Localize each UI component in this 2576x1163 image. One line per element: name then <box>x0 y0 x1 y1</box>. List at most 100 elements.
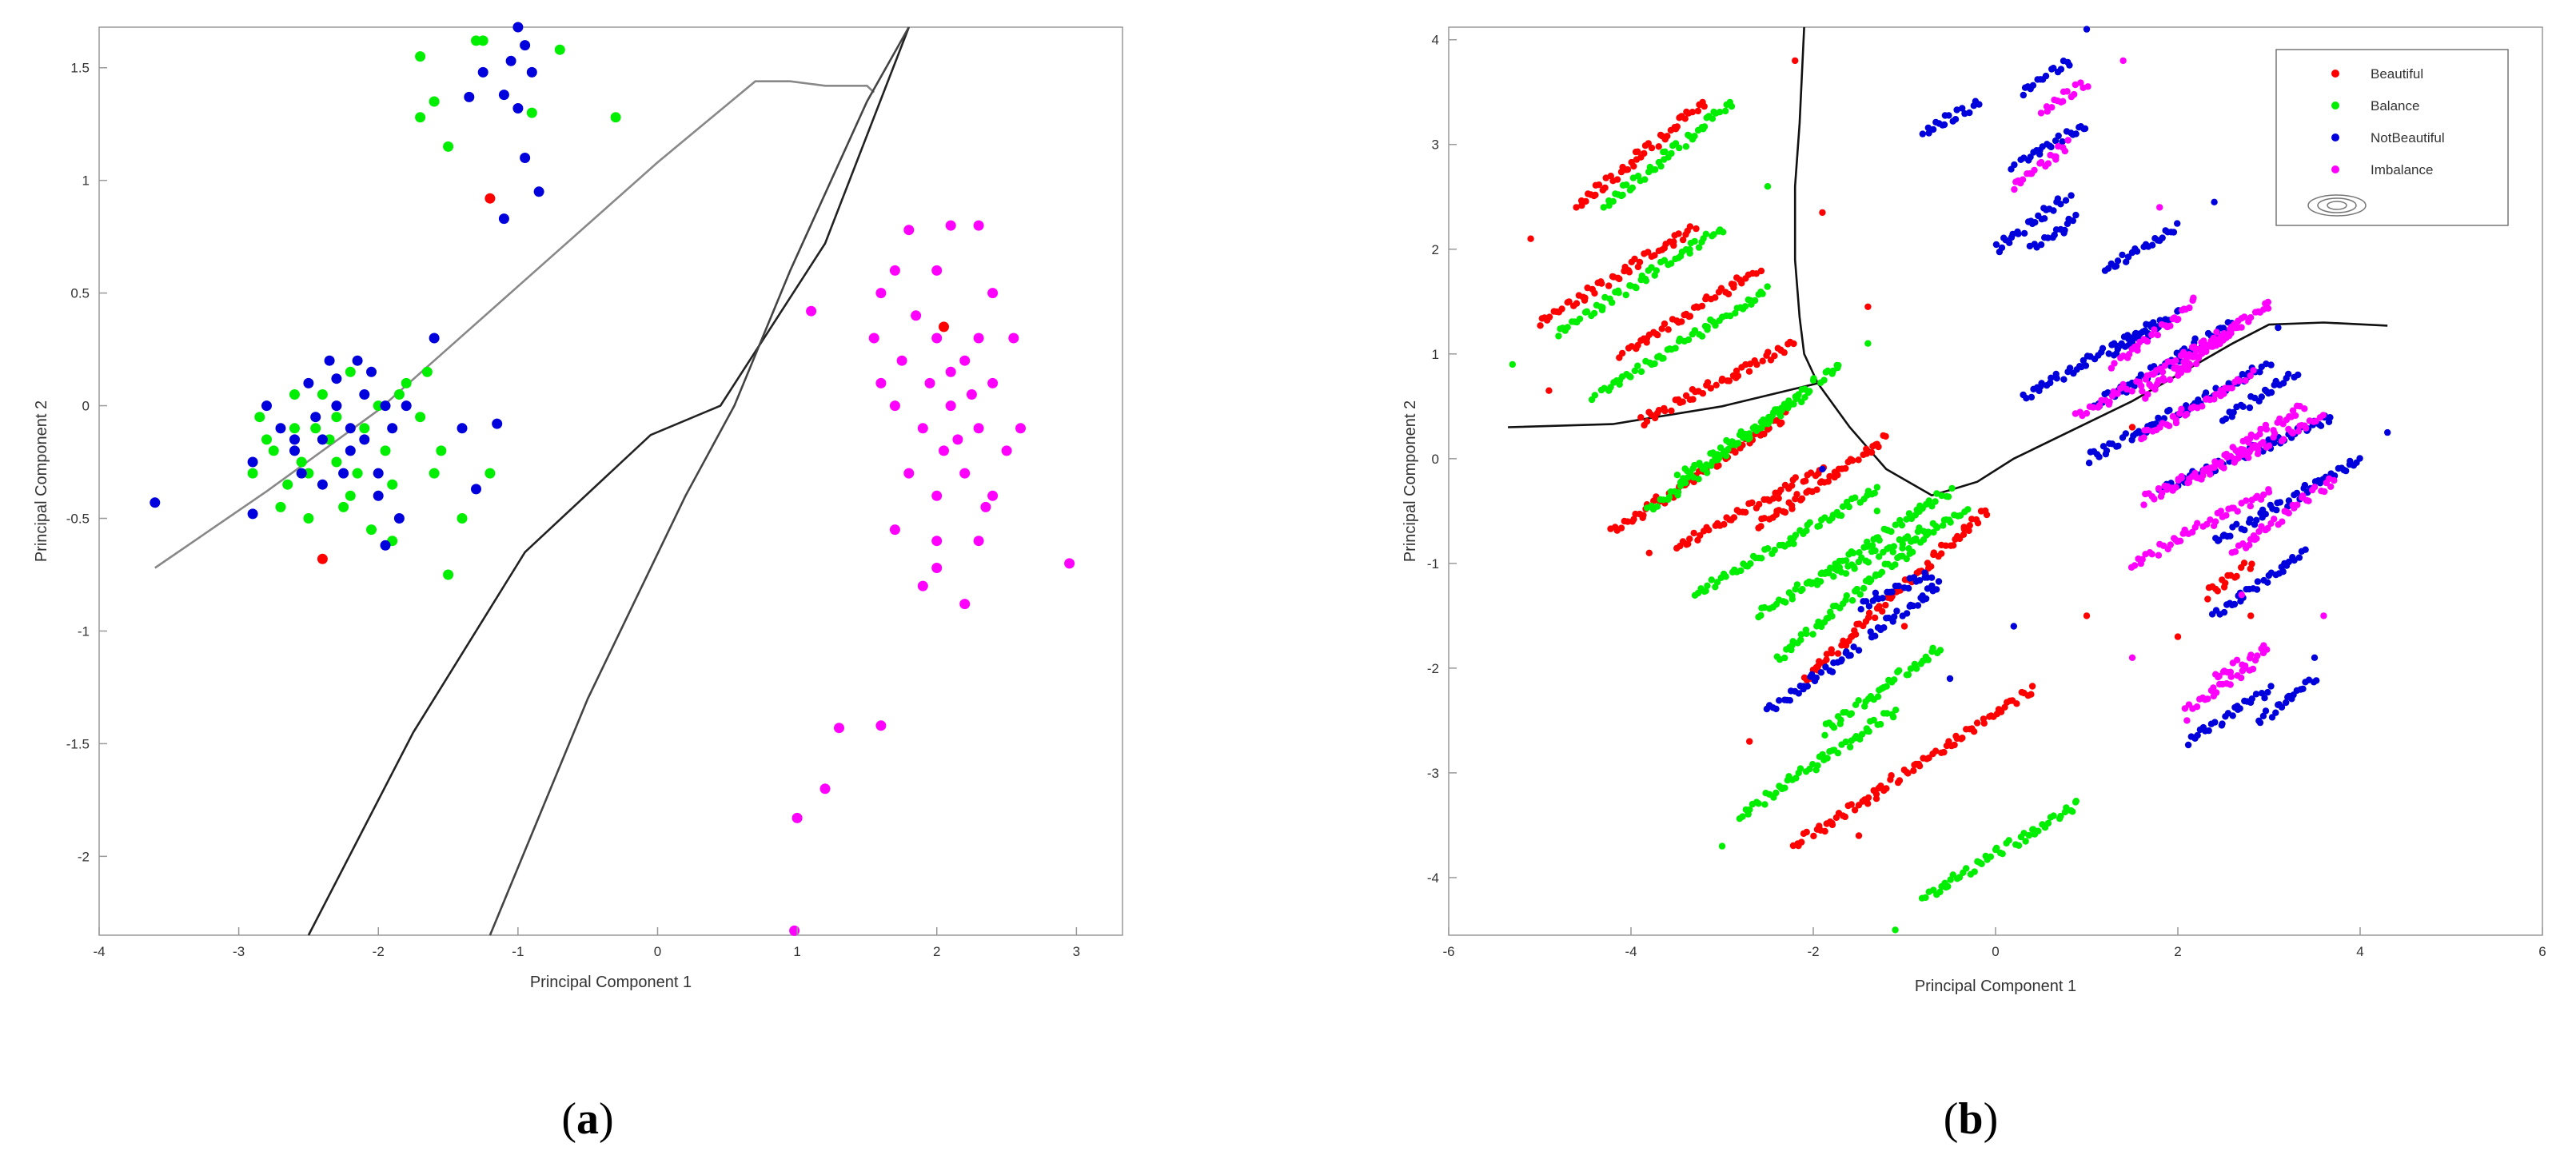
point-notbeautiful <box>2285 497 2293 504</box>
point-balance <box>1691 327 1699 334</box>
point-beautiful <box>1872 791 1880 798</box>
point-notbeautiful <box>1922 595 1930 603</box>
legend-box <box>2275 49 2509 226</box>
point-balance <box>1682 143 1690 150</box>
point-notbeautiful <box>2083 26 2091 33</box>
point-balance <box>1899 540 1906 548</box>
point-balance <box>1806 519 1813 526</box>
point-beautiful <box>1698 302 1706 310</box>
point-balance <box>1905 510 1913 517</box>
point-beautiful <box>1558 305 1565 313</box>
point-balance <box>1732 309 1739 317</box>
point-notbeautiful <box>1893 607 1900 615</box>
point-notbeautiful <box>1925 129 1932 137</box>
point-balance <box>1904 671 1912 679</box>
point-balance <box>1713 579 1721 586</box>
point-series-1 <box>464 91 475 102</box>
point-balance <box>1948 484 1956 492</box>
legend-entry-imbalance: Imbalance <box>2331 162 2433 177</box>
point-imbalance <box>2220 390 2227 397</box>
point-balance <box>2044 819 2052 827</box>
point-notbeautiful <box>2148 241 2156 249</box>
point-series-2 <box>819 783 831 795</box>
point-series-0 <box>526 107 537 118</box>
point-beautiful <box>1973 719 1981 727</box>
point-beautiful <box>1871 614 1879 622</box>
point-series-1 <box>520 40 531 51</box>
point-series-0 <box>380 445 391 456</box>
x-axis-title-a: Principal Component 1 <box>530 974 692 991</box>
point-imbalance <box>2207 471 2214 478</box>
point-balance <box>1852 494 1859 501</box>
point-balance <box>1963 865 1970 872</box>
point-notbeautiful <box>1872 589 1880 596</box>
point-notbeautiful <box>2246 404 2254 412</box>
point-imbalance <box>2095 401 2103 409</box>
point-imbalance <box>2140 434 2147 441</box>
legend-label-imbalance: Imbalance <box>2371 162 2433 177</box>
point-balance <box>1788 592 1796 599</box>
point-imbalance <box>2231 548 2239 556</box>
point-beautiful <box>1661 407 1669 415</box>
point-notbeautiful <box>2111 340 2118 347</box>
point-notbeautiful <box>2267 361 2275 368</box>
point-beautiful <box>1694 107 1702 115</box>
point-imbalance <box>2216 340 2223 348</box>
point-imbalance <box>2199 472 2207 480</box>
point-series-0 <box>429 96 440 107</box>
point-balance <box>1810 375 1817 382</box>
point-notbeautiful <box>1904 584 1912 592</box>
point-series-1 <box>526 66 537 78</box>
point-beautiful <box>1777 486 1784 494</box>
point-series-0 <box>268 445 279 456</box>
point-beautiful <box>1868 448 1876 456</box>
point-balance <box>1876 553 1883 560</box>
point-beautiful <box>2204 595 2211 603</box>
point-notbeautiful <box>2268 714 2276 721</box>
point-series-0 <box>338 501 349 512</box>
point-balance <box>1747 560 1754 568</box>
point-notbeautiful <box>1945 112 1952 119</box>
point-notbeautiful <box>2166 406 2173 414</box>
point-balance <box>1746 806 1753 814</box>
point-beautiful <box>1864 794 1872 802</box>
point-beautiful <box>1661 320 1669 328</box>
point-balance <box>1940 522 1947 529</box>
point-beautiful <box>1910 767 1917 775</box>
point-balance <box>1864 559 1872 566</box>
point-beautiful <box>1803 828 1810 836</box>
point-balance <box>1564 324 1571 331</box>
point-imbalance <box>2241 313 2248 321</box>
point-series-2 <box>917 580 928 591</box>
point-series-1 <box>380 400 391 412</box>
point-series-1 <box>345 445 356 456</box>
point-notbeautiful <box>2285 558 2292 566</box>
point-balance <box>1912 665 1920 672</box>
point-imbalance <box>2151 326 2158 333</box>
point-balance <box>1667 260 1675 267</box>
point-beautiful <box>1573 204 1580 211</box>
point-beautiful <box>1896 777 1904 784</box>
point-balance <box>1651 166 1659 173</box>
point-balance <box>1806 388 1813 395</box>
point-notbeautiful <box>1959 105 1966 112</box>
point-series-2 <box>896 355 907 366</box>
point-imbalance <box>2044 108 2051 115</box>
point-series-3 <box>317 553 328 564</box>
point-beautiful <box>1788 482 1796 489</box>
point-notbeautiful <box>2028 393 2036 401</box>
point-beautiful <box>1753 360 1761 368</box>
point-balance <box>1892 926 1899 934</box>
point-balance <box>1944 882 1952 890</box>
point-notbeautiful <box>1928 582 1936 590</box>
point-notbeautiful <box>2082 362 2090 369</box>
legend-label-balance: Balance <box>2371 98 2419 114</box>
point-balance <box>2035 827 2042 834</box>
point-imbalance <box>2331 476 2338 484</box>
point-notbeautiful <box>2222 415 2230 423</box>
point-beautiful <box>1942 542 1949 549</box>
point-imbalance <box>2195 355 2202 362</box>
point-balance <box>1676 144 1683 152</box>
point-imbalance <box>2319 412 2327 419</box>
point-notbeautiful <box>1867 628 1874 635</box>
